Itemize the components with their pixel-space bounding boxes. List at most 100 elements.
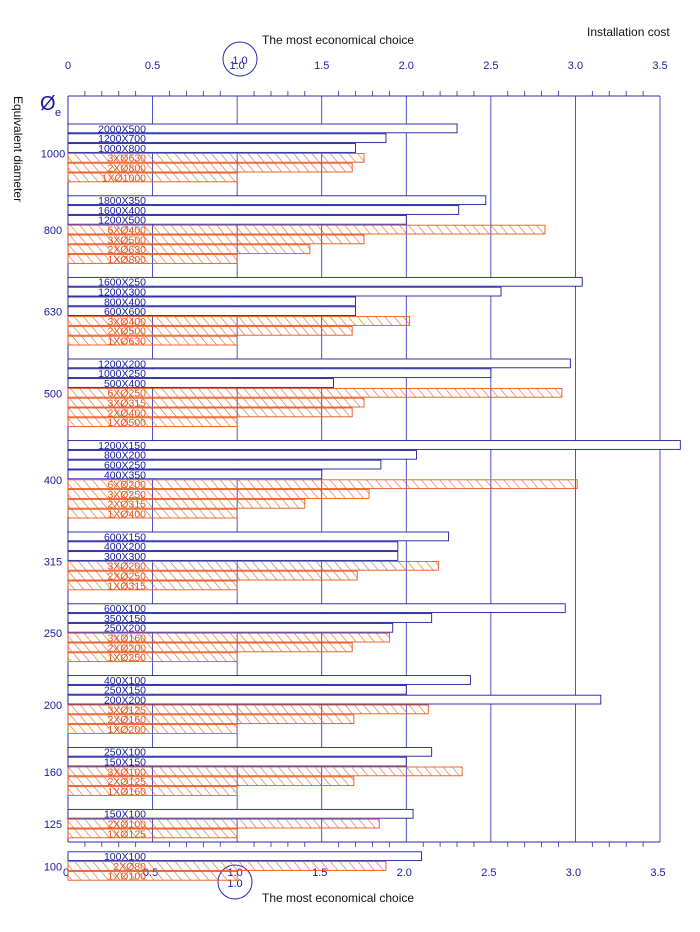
diameter-label: 800 xyxy=(44,225,62,237)
bar-label: 600X600 xyxy=(104,306,146,318)
bar-label: 1XØ100 xyxy=(107,871,146,883)
bar xyxy=(67,358,571,369)
bar-label: 400X100 xyxy=(104,675,146,687)
diameter-label: 160 xyxy=(44,767,62,779)
diameter-label: 1000 xyxy=(41,148,65,160)
bar xyxy=(67,133,387,144)
bar-label: 1XØ630 xyxy=(107,336,146,348)
x-tick-label-bottom: 0 xyxy=(63,867,69,879)
bar-label: 800X200 xyxy=(104,450,146,462)
bar xyxy=(67,276,583,287)
bar-label: 2XØ250 xyxy=(107,571,146,583)
bar xyxy=(67,459,382,470)
bar xyxy=(67,756,407,767)
bar-label: 3XØ500 xyxy=(107,234,146,246)
bar xyxy=(67,851,422,862)
bar-label: 1800X350 xyxy=(98,195,146,207)
bar-label: 2XØ100 xyxy=(107,819,146,831)
bar xyxy=(67,694,602,705)
bar-label: 6XØ400 xyxy=(107,225,146,237)
bar xyxy=(67,316,411,326)
diameter-label: 315 xyxy=(44,556,62,568)
bar xyxy=(67,162,353,173)
bar-label: 1600X400 xyxy=(98,205,146,217)
bar-label: 3XØ400 xyxy=(107,316,146,328)
bar xyxy=(67,205,460,215)
bar xyxy=(67,479,578,490)
bar-label: 1200X500 xyxy=(98,215,146,227)
bar xyxy=(67,397,365,408)
bar xyxy=(67,766,463,777)
bar xyxy=(67,195,487,206)
bar xyxy=(67,296,356,307)
top-title: The most economical choice xyxy=(262,33,414,47)
bar-label: 6XØ250 xyxy=(107,388,146,400)
bar xyxy=(67,675,472,685)
bar xyxy=(67,224,546,235)
bar-label: 800X400 xyxy=(104,296,146,308)
bar-labels: 2000X5001200X7001000X8003XØ6302XØ8001XØ1… xyxy=(41,123,146,882)
bar xyxy=(67,613,433,623)
bar-label: 150X100 xyxy=(104,809,146,821)
bar-label: 3XØ125 xyxy=(107,704,146,716)
y-symbol: Ø xyxy=(40,93,56,115)
bar-label: 1XØ315 xyxy=(107,580,146,592)
x-axis-label: Installation cost xyxy=(587,25,670,39)
bar xyxy=(67,123,458,134)
bar-label: 3XØ630 xyxy=(107,153,146,165)
x-tick-label-top: 1.5 xyxy=(314,60,329,72)
bar xyxy=(67,152,365,163)
bar xyxy=(67,580,238,591)
bar xyxy=(67,325,353,336)
bar-label: 1XØ125 xyxy=(107,828,146,840)
bar-label: 600X150 xyxy=(104,531,146,543)
bar-label: 2XØ125 xyxy=(107,776,146,788)
diameter-label: 200 xyxy=(44,700,62,712)
bar xyxy=(67,234,365,245)
bar-label: 2XØ400 xyxy=(107,407,146,419)
x-tick-label-top: 0 xyxy=(65,60,71,72)
diameter-label: 100 xyxy=(44,862,62,874)
bar xyxy=(67,440,681,450)
bar-label: 1200X300 xyxy=(98,287,146,299)
bar-label: 1XØ200 xyxy=(107,724,146,736)
bar-label: 1XØ160 xyxy=(107,786,146,798)
bar xyxy=(67,786,238,796)
bar-label: 2XØ800 xyxy=(107,163,146,175)
bar xyxy=(67,244,311,255)
bar-label: 2XØ315 xyxy=(107,499,146,511)
bar xyxy=(67,531,450,542)
bar xyxy=(67,508,238,519)
x-tick-label-bottom: 2.0 xyxy=(397,867,412,879)
bar xyxy=(67,172,238,183)
bar-label: 250X200 xyxy=(104,623,146,635)
bar-label: 2XØ80 xyxy=(113,861,146,873)
bar xyxy=(67,570,358,581)
bar-label: 1000X250 xyxy=(98,368,146,380)
bar-label: 1200X150 xyxy=(98,440,146,452)
bar-label: 6XØ200 xyxy=(107,479,146,491)
y-axis-label: Equivalent diameter xyxy=(11,96,25,202)
bar-label: 300X300 xyxy=(104,551,146,563)
bar-label: 1XØ500 xyxy=(107,417,146,429)
bar xyxy=(67,746,433,757)
bar xyxy=(67,387,563,398)
bar-label: 1000X800 xyxy=(98,143,146,155)
bar-label: 1200X700 xyxy=(98,133,146,145)
diameter-label: 630 xyxy=(44,307,62,319)
bar xyxy=(67,724,238,734)
bar-label: 400X200 xyxy=(104,541,146,553)
bar-label: 1600X250 xyxy=(98,277,146,289)
bar xyxy=(67,652,238,663)
bar xyxy=(67,306,356,317)
bar xyxy=(67,776,355,787)
bar-label: 400X350 xyxy=(104,469,146,481)
bar-label: 1XØ800 xyxy=(107,254,146,266)
bar xyxy=(67,541,399,552)
y-symbol-sub: e xyxy=(55,107,61,119)
x-tick-label-bottom: 3.5 xyxy=(650,867,665,879)
bar xyxy=(67,704,429,715)
bar-label: 2XØ160 xyxy=(107,714,146,726)
bar xyxy=(67,449,417,460)
